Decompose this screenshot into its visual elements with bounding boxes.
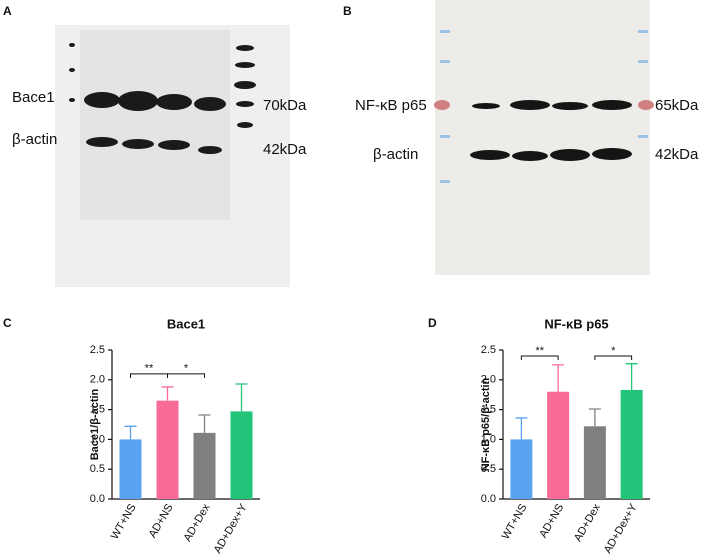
blot-label: Bace1 [12,89,55,106]
bar [510,439,533,499]
x-tick-label: AD+Dex [182,502,213,544]
error-bar [235,383,248,412]
blot-label: β-actin [12,131,57,148]
panel-letter: A [3,4,12,18]
blot-label: β-actin [373,146,418,163]
y-tick-label: 0.5 [481,463,496,475]
x-tick-label: AD+NS [537,502,566,540]
significance-label: * [184,363,189,375]
error-bar [515,417,528,440]
bar [119,439,142,499]
y-tick-label: 0.0 [90,493,105,505]
x-tick-label: AD+Dex+Y [602,501,640,555]
error-bar [588,408,601,427]
size-label: 42kDa [263,141,307,158]
x-tick-label: AD+Dex+Y [212,501,250,555]
bar [156,400,179,499]
error-bar [198,414,211,433]
y-tick-label: 1.0 [90,433,105,445]
significance-label: * [611,345,616,357]
y-tick-label: 0.5 [90,463,105,475]
y-axis-label: NF-κB p65/β-actin [480,377,492,471]
x-tick-label: AD+NS [147,502,176,540]
x-tick-label: AD+Dex [572,502,603,544]
chart-title: Bace1 [167,316,205,331]
size-label: 65kDa [655,97,699,114]
chart-title: NF-κB p65 [544,316,608,331]
size-label: 70kDa [263,97,307,114]
significance-bracket [594,355,633,360]
error-bar [161,386,174,401]
bar [193,432,216,499]
size-label: 42kDa [655,146,699,163]
error-bar [124,425,137,440]
bar [230,411,253,499]
significance-bracket [167,373,205,378]
y-tick-label: 2.5 [90,344,105,356]
bar [620,389,643,499]
y-tick-label: 0.0 [481,493,496,505]
y-tick-label: 1.0 [481,433,496,445]
blot-b [434,0,654,275]
significance-label: ** [535,345,544,357]
panel-letter: B [343,4,352,18]
x-tick-label: WT+NS [109,502,139,542]
bar [547,391,570,499]
y-axis-label: Bace1/β-actin [89,388,101,460]
error-bar [625,363,638,390]
y-tick-label: 1.5 [90,404,105,416]
y-tick-label: 2.5 [481,344,496,356]
x-tick-label: WT+NS [500,502,530,542]
bar [583,426,606,499]
error-bar [552,364,565,392]
blot-label: NF-κB p65 [355,97,427,114]
blot-a [55,25,290,287]
y-tick-label: 2.0 [481,374,496,386]
significance-bracket [520,355,559,360]
panel-letter: C [3,316,12,330]
y-tick-label: 1.5 [481,404,496,416]
significance-label: ** [145,363,154,375]
panel-letter: D [428,316,437,330]
y-tick-label: 2.0 [90,374,105,386]
